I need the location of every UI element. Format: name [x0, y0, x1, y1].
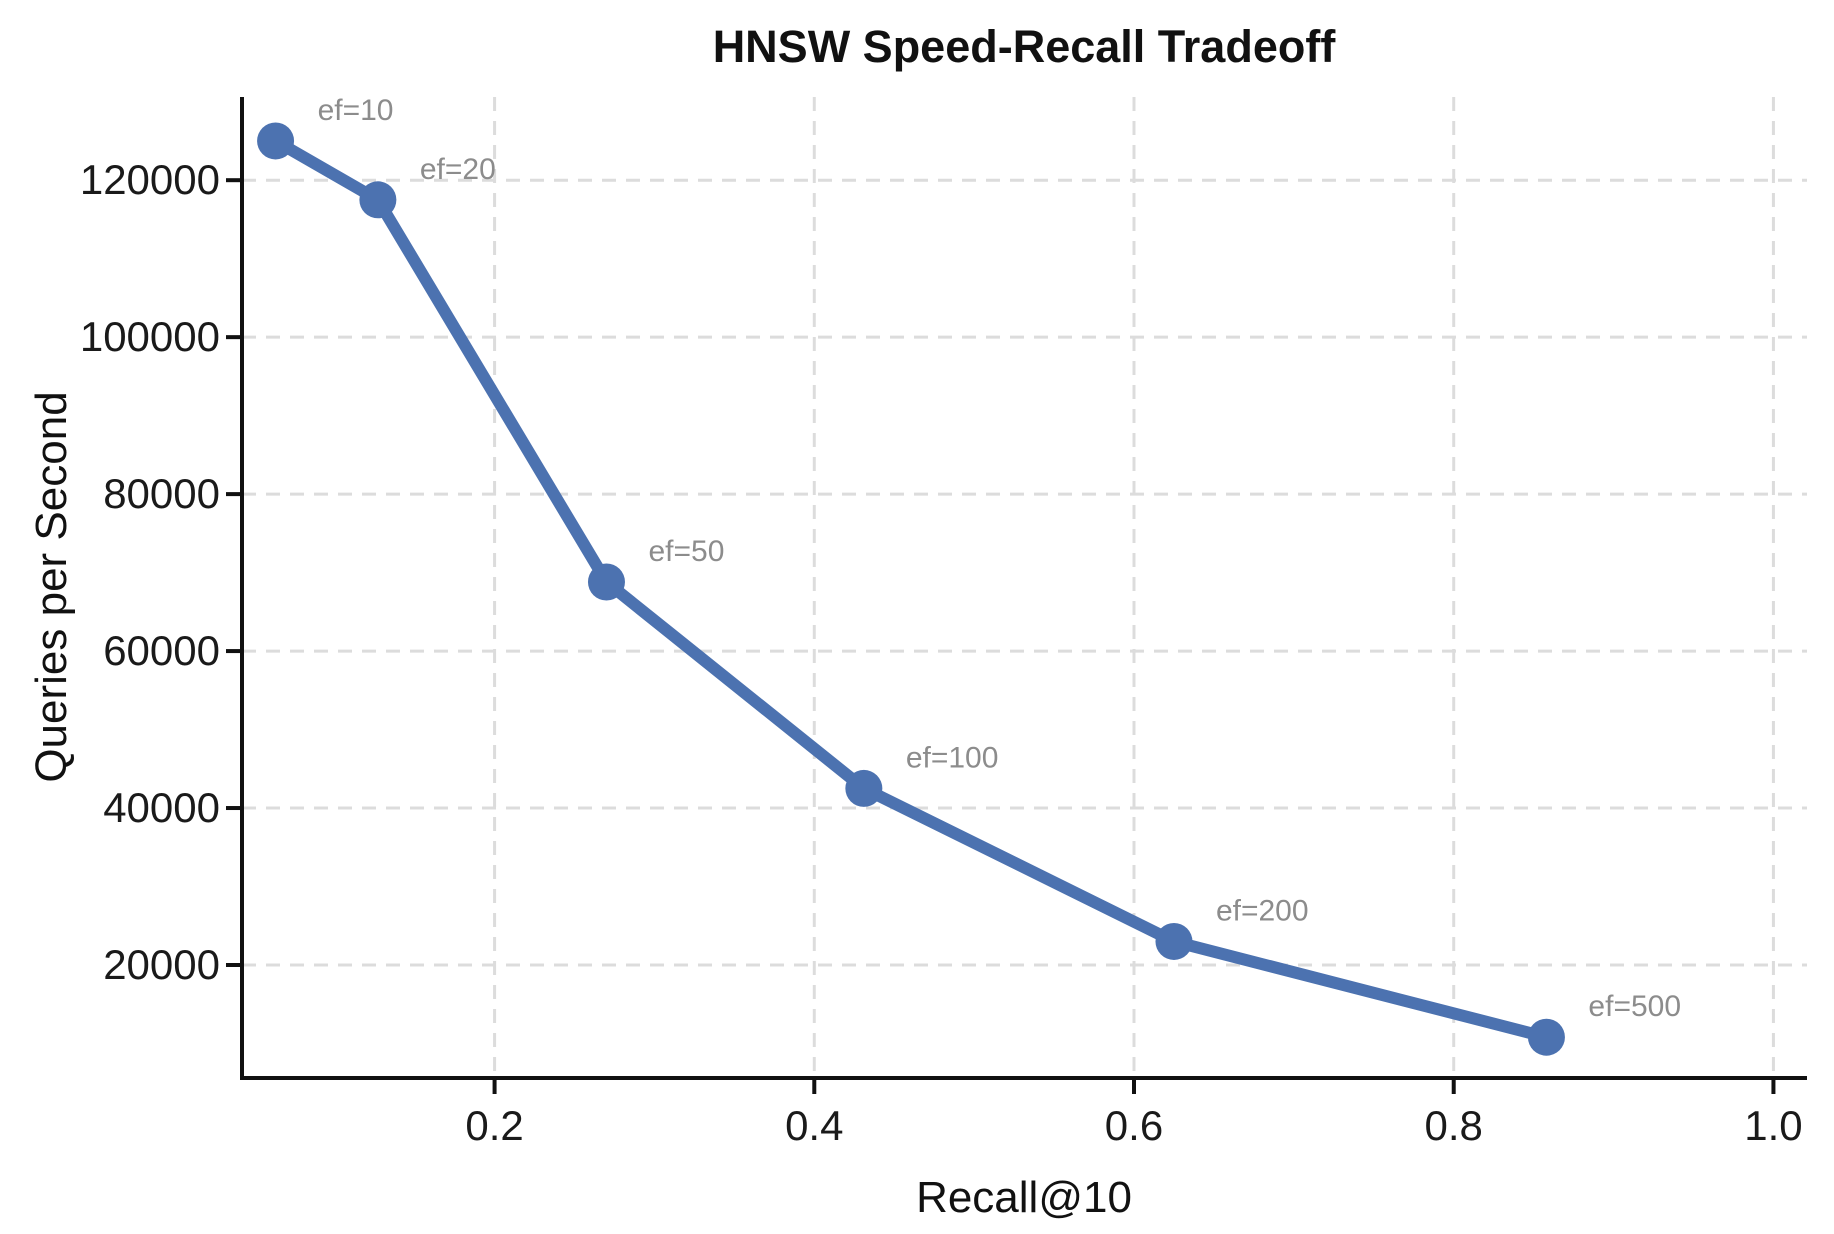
y-axis-label: Queries per Second	[27, 391, 76, 782]
y-tick-label: 120000	[80, 156, 220, 203]
axis-spines	[240, 97, 1807, 1080]
y-tick-label: 100000	[80, 313, 220, 360]
point-annotations: ef=10 ef=20 ef=50 ef=100 ef=200 ef=500	[318, 94, 1681, 1023]
x-tick-label: 0.8	[1425, 1102, 1483, 1149]
y-tick-label: 60000	[103, 627, 220, 674]
tick-labels: 0.2 0.4 0.6 0.8 1.0 20000 40000 60000 80000 10000…	[80, 156, 1803, 1149]
point-annotation: ef=10	[318, 94, 394, 127]
x-tick-label: 0.6	[1105, 1102, 1163, 1149]
data-point	[587, 563, 625, 601]
data-point	[257, 122, 295, 160]
y-tick-label: 40000	[103, 784, 220, 831]
y-tick-label: 20000	[103, 941, 220, 988]
point-annotation: ef=20	[420, 153, 496, 186]
point-annotation: ef=50	[648, 535, 724, 568]
axis-ticks	[226, 178, 1776, 1094]
point-annotation: ef=500	[1588, 990, 1681, 1023]
data-line	[269, 134, 1553, 1044]
x-tick-label: 0.4	[785, 1102, 843, 1149]
point-annotation: ef=100	[906, 741, 999, 774]
grid-lines	[242, 97, 1807, 1078]
x-tick-label: 0.2	[465, 1102, 523, 1149]
x-axis-label: Recall@10	[916, 1173, 1132, 1222]
x-tick-label: 1.0	[1744, 1102, 1802, 1149]
point-annotation: ef=200	[1216, 894, 1309, 927]
data-point	[845, 769, 883, 807]
data-point	[359, 181, 397, 219]
y-tick-label: 80000	[103, 470, 220, 517]
data-point	[1155, 922, 1193, 960]
data-series	[257, 122, 1565, 1056]
data-point	[1527, 1018, 1565, 1056]
chart-title: HNSW Speed-Recall Tradeoff	[713, 21, 1337, 72]
